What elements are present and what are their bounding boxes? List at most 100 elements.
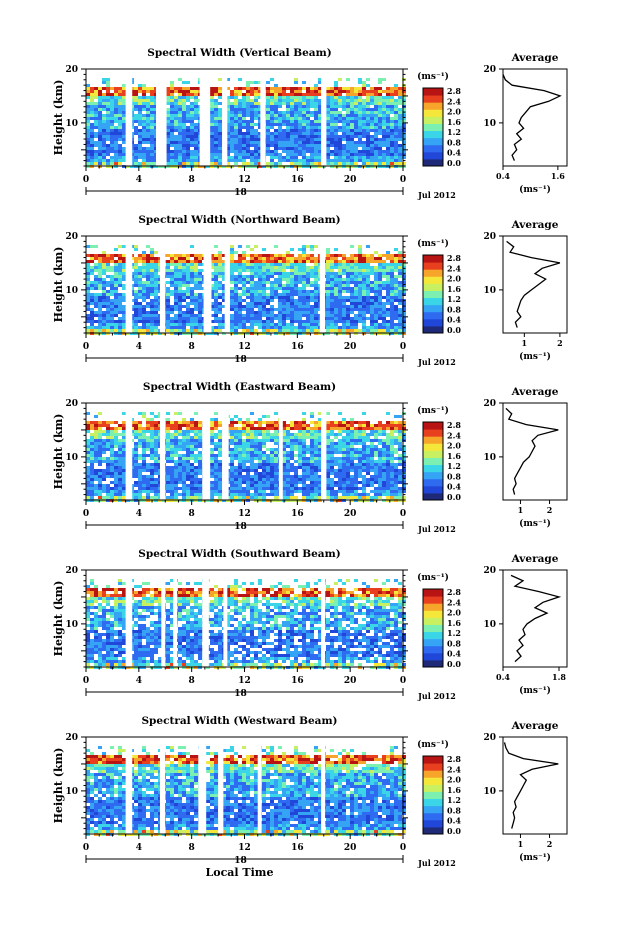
- heatmap-cell: [90, 135, 94, 138]
- heatmap-cell: [298, 421, 302, 424]
- heatmap-cell: [142, 93, 146, 96]
- heatmap-cell: [150, 269, 154, 272]
- heatmap-cell: [250, 129, 254, 132]
- heatmap-cell: [194, 427, 198, 430]
- heatmap-cell: [186, 424, 190, 427]
- heatmap-cell: [102, 126, 106, 129]
- heatmap-cell: [318, 126, 322, 129]
- heatmap-cell: [398, 150, 402, 153]
- heatmap-cell: [190, 281, 194, 284]
- heatmap-cell: [274, 257, 278, 260]
- heatmap-cell: [246, 114, 250, 117]
- heatmap-cell: [366, 105, 370, 108]
- heatmap-cell: [290, 302, 294, 305]
- heatmap-cell: [234, 117, 238, 120]
- data-gap: [159, 236, 166, 333]
- heatmap-cell: [234, 329, 238, 332]
- heatmap-cell: [354, 159, 358, 162]
- heatmap-cell: [102, 156, 106, 159]
- heatmap-cell: [342, 117, 346, 120]
- heatmap-cell: [238, 293, 242, 296]
- heatmap-cell: [142, 84, 146, 87]
- heatmap-cell: [146, 439, 150, 442]
- heatmap-cell: [258, 293, 262, 296]
- heatmap-cell: [106, 117, 110, 120]
- heatmap-cell: [274, 439, 278, 442]
- heatmap-cell: [362, 93, 366, 96]
- heatmap-cell: [338, 284, 342, 287]
- heatmap-cell: [246, 293, 250, 296]
- heatmap-cell: [86, 412, 90, 415]
- heatmap-cell: [230, 442, 234, 445]
- heatmap-cell: [350, 162, 354, 165]
- heatmap-cell: [186, 311, 190, 314]
- heatmap-cell: [262, 278, 266, 281]
- heatmap-cell: [354, 284, 358, 287]
- heatmap-cell: [98, 135, 102, 138]
- heatmap-cell: [110, 329, 114, 332]
- heatmap-cell: [330, 153, 334, 156]
- heatmap-cell: [382, 269, 386, 272]
- heatmap-cell: [258, 320, 262, 323]
- heatmap-cell: [362, 290, 366, 293]
- heatmap-cell: [194, 99, 198, 102]
- heatmap-cell: [338, 263, 342, 266]
- heatmap-cell: [242, 326, 246, 329]
- heatmap-cell: [326, 248, 330, 251]
- heatmap-cell: [122, 159, 126, 162]
- heatmap-cell: [106, 290, 110, 293]
- heatmap-cell: [378, 162, 382, 165]
- heatmap-cell: [394, 93, 398, 96]
- heatmap-cell: [342, 96, 346, 99]
- heatmap-cell: [338, 111, 342, 114]
- heatmap-cell: [134, 278, 138, 281]
- heatmap-cell: [282, 87, 286, 90]
- heatmap-cell: [310, 147, 314, 150]
- heatmap-cell: [110, 156, 114, 159]
- heatmap-cell: [326, 111, 330, 114]
- heatmap-cell: [274, 284, 278, 287]
- heatmap-cell: [338, 293, 342, 296]
- heatmap-cell: [294, 132, 298, 135]
- heatmap-cell: [270, 299, 274, 302]
- heatmap-cell: [226, 114, 230, 117]
- heatmap-cell: [302, 421, 306, 424]
- heatmap-cell: [302, 323, 306, 326]
- heatmap-cell: [118, 144, 122, 147]
- heatmap-cell: [114, 320, 118, 323]
- heatmap-cell: [306, 150, 310, 153]
- heatmap-cell: [314, 138, 318, 141]
- heatmap-cell: [282, 311, 286, 314]
- heatmap-cell: [374, 305, 378, 308]
- heatmap-cell: [94, 326, 98, 329]
- heatmap-cell: [290, 248, 294, 251]
- heatmap-cell: [142, 299, 146, 302]
- colorbar-tick-label: 2.4: [447, 96, 461, 106]
- heatmap-cell: [402, 293, 406, 296]
- heatmap-cell: [366, 433, 370, 436]
- heatmap-cell: [122, 254, 126, 257]
- heatmap-cell: [362, 436, 366, 439]
- heatmap-cell: [174, 427, 178, 430]
- heatmap-cell: [318, 123, 322, 126]
- heatmap-cell: [230, 108, 234, 111]
- heatmap-cell: [346, 159, 350, 162]
- heatmap-cell: [390, 96, 394, 99]
- heatmap-cell: [178, 266, 182, 269]
- heatmap-cell: [366, 102, 370, 105]
- heatmap-cell: [106, 84, 110, 87]
- heatmap-cell: [146, 305, 150, 308]
- heatmap-cell: [334, 105, 338, 108]
- heatmap-cell: [334, 257, 338, 260]
- heatmap-cell: [238, 281, 242, 284]
- heatmap-cell: [314, 84, 318, 87]
- heatmap-cell: [386, 138, 390, 141]
- heatmap-cell: [398, 99, 402, 102]
- heatmap-cell: [110, 135, 114, 138]
- heatmap-cell: [118, 245, 122, 248]
- y-tick-label: 10: [65, 119, 78, 129]
- heatmap-cell: [370, 156, 374, 159]
- heatmap-cell: [282, 442, 286, 445]
- heatmap-cell: [86, 329, 90, 332]
- heatmap-cell: [86, 430, 90, 433]
